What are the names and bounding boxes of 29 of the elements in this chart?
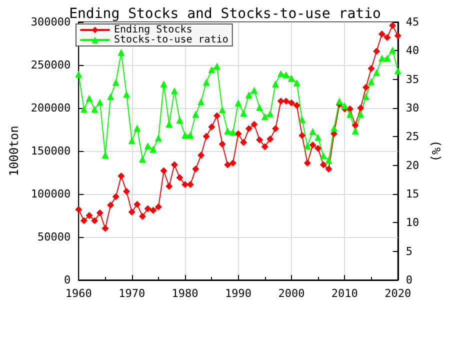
y2-tick-label: 45	[406, 16, 420, 28]
x-tick-label: 2000	[278, 287, 305, 300]
y-tick-label: 200000	[30, 102, 71, 114]
y-tick-label: 100000	[30, 188, 71, 200]
legend-label: Stocks-to-use ratio	[114, 34, 228, 46]
legend-label: Ending Stocks	[114, 24, 192, 36]
y-tick-label: 250000	[30, 58, 71, 72]
x-tick-label: 1990	[224, 287, 252, 300]
y2-tick-label: 25	[406, 130, 420, 144]
y2-tick-label: 30	[406, 102, 420, 114]
y2-tick-label: 35	[406, 72, 420, 86]
y2-axis-title: (%)	[429, 140, 443, 162]
y2-tick-label: 0	[406, 274, 412, 286]
y-tick-label: 0	[64, 274, 71, 286]
x-tick-label: 1960	[65, 287, 92, 300]
x-tick-label: 2020	[384, 287, 412, 300]
x-tick-label: 1970	[118, 287, 146, 300]
y-tick-label: 150000	[30, 144, 71, 158]
y2-tick-label: 15	[406, 188, 420, 200]
y2-tick-label: 5	[406, 244, 412, 258]
y-tick-label: 50000	[38, 230, 71, 244]
y-axis-title: 1000ton	[7, 126, 21, 176]
y-tick-label: 300000	[30, 16, 71, 28]
y2-tick-label: 40	[406, 44, 420, 58]
chart-title: Ending Stocks and Stocks-to-use ratio	[69, 6, 381, 22]
x-tick-label: 2010	[331, 287, 358, 300]
y2-tick-label: 20	[406, 158, 420, 172]
y2-tick-label: 10	[406, 216, 420, 230]
x-tick-label: 1980	[172, 287, 198, 300]
